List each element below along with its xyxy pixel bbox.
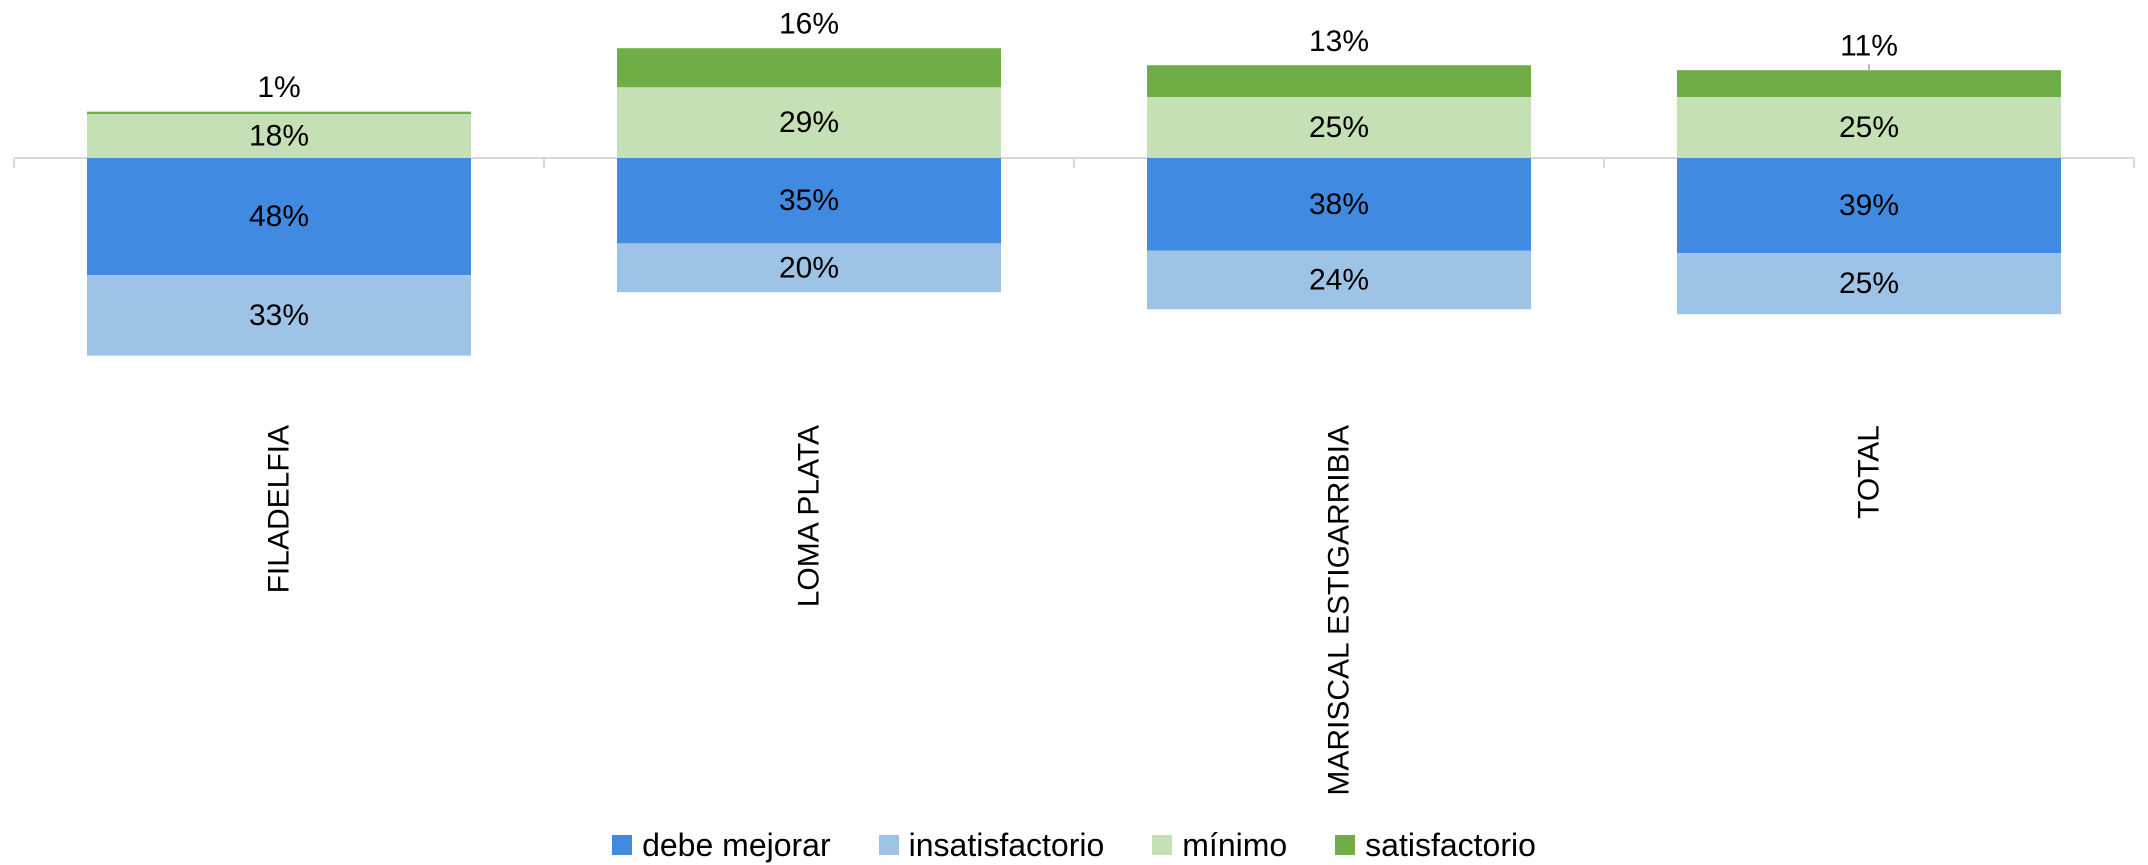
bar-insatisfactorio-total xyxy=(1677,253,2061,315)
legend-label-minimo: mínimo xyxy=(1182,826,1288,863)
data-label-satisfactorio-total: 11% xyxy=(1840,30,1898,63)
bar-debe-mejorar-mariscal-estigarribia xyxy=(1147,158,1531,251)
data-label-minimo-mariscal-estigarribia: 25% xyxy=(1309,111,1369,144)
legend-swatch-satisfactorio xyxy=(1335,835,1356,855)
legend-label-satisfactorio: satisfactorio xyxy=(1365,826,1536,863)
data-label-debe-mejorar-total: 39% xyxy=(1839,189,1899,222)
bar-debe-mejorar-loma-plata xyxy=(617,158,1001,244)
legend: debe mejorar insatisfactorio mínimo sati… xyxy=(0,827,2148,863)
legend-item-satisfactorio: satisfactorio xyxy=(1335,827,1536,864)
bar-insatisfactorio-loma-plata xyxy=(617,243,1001,293)
data-label-minimo-filadelfia: 18% xyxy=(249,120,309,153)
bar-satisfactorio-filadelfia xyxy=(87,111,471,115)
data-label-satisfactorio-mariscal-estigarribia: 13% xyxy=(1309,25,1369,58)
legend-swatch-minimo xyxy=(1152,835,1173,855)
category-label-mariscal-estigarribia: MARISCAL ESTIGARRIBIA xyxy=(1323,425,1356,796)
category-label-loma-plata: LOMA PLATA xyxy=(793,425,826,607)
category-label-filadelfia: FILADELFIA xyxy=(263,425,296,593)
data-label-debe-mejorar-mariscal-estigarribia: 38% xyxy=(1309,188,1369,221)
data-label-debe-mejorar-loma-plata: 35% xyxy=(779,184,839,217)
data-label-satisfactorio-filadelfia: 1% xyxy=(257,71,300,104)
data-label-insatisfactorio-filadelfia: 33% xyxy=(249,299,309,332)
data-label-insatisfactorio-loma-plata: 20% xyxy=(779,251,839,284)
data-label-satisfactorio-loma-plata: 16% xyxy=(779,8,839,41)
bar-minimo-total xyxy=(1677,97,2061,158)
bar-debe-mejorar-total xyxy=(1677,158,2061,254)
data-label-insatisfactorio-total: 25% xyxy=(1839,267,1899,300)
bar-minimo-filadelfia xyxy=(87,114,471,158)
legend-item-debe-mejorar: debe mejorar xyxy=(612,827,831,864)
bar-insatisfactorio-mariscal-estigarribia xyxy=(1147,250,1531,310)
data-label-insatisfactorio-mariscal-estigarribia: 24% xyxy=(1309,264,1369,297)
legend-swatch-debe-mejorar xyxy=(612,835,633,855)
bar-insatisfactorio-filadelfia xyxy=(87,275,471,356)
data-label-debe-mejorar-filadelfia: 48% xyxy=(249,200,309,233)
legend-item-minimo: mínimo xyxy=(1152,827,1287,864)
chart: 48% 33% 18% 1% FILADELFIA 35% 20% 29% 16% LOMA PL… xyxy=(13,8,2135,796)
bar-minimo-loma-plata xyxy=(617,87,1001,158)
category-label-total: TOTAL xyxy=(1853,425,1886,519)
bar-satisfactorio-mariscal-estigarribia xyxy=(1147,65,1531,97)
legend-label-insatisfactorio: insatisfactorio xyxy=(908,826,1105,863)
bar-debe-mejorar-filadelfia xyxy=(87,158,471,276)
bar-minimo-mariscal-estigarribia xyxy=(1147,97,1531,158)
legend-label-debe-mejorar: debe mejorar xyxy=(642,826,831,863)
bar-satisfactorio-loma-plata xyxy=(617,48,1001,88)
legend-item-insatisfactorio: insatisfactorio xyxy=(878,826,1105,864)
data-label-minimo-total: 25% xyxy=(1839,111,1899,144)
legend-swatch-insatisfactorio xyxy=(878,835,899,855)
data-label-minimo-loma-plata: 29% xyxy=(779,106,839,139)
bar-satisfactorio-total xyxy=(1677,70,2061,97)
